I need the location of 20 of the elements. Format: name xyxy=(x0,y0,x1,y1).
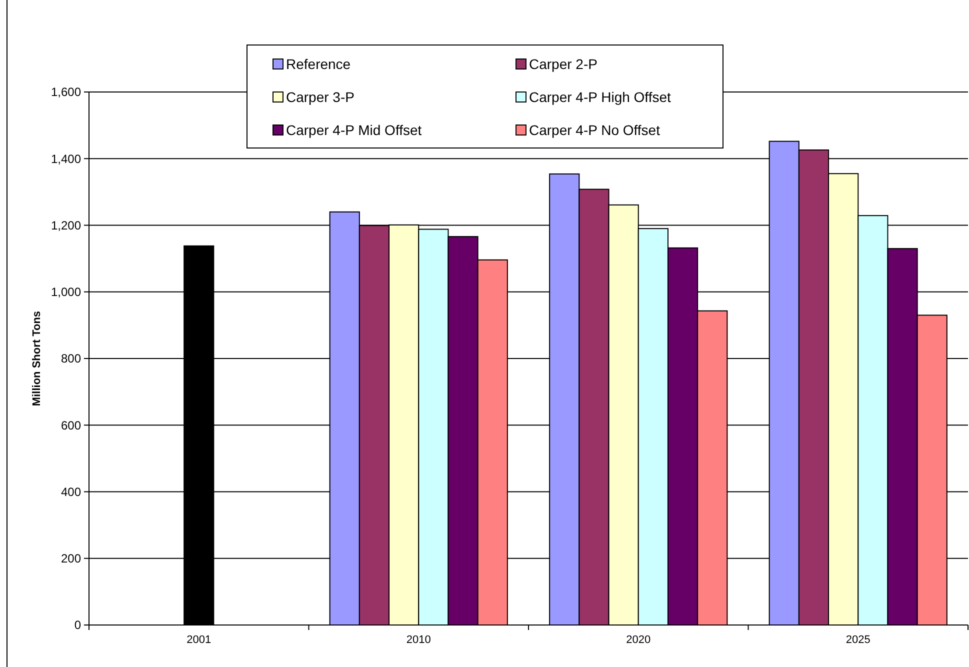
legend-label: Carper 3-P xyxy=(286,88,354,105)
y-tick-label: 600 xyxy=(60,418,82,432)
y-tick-label: 1,000 xyxy=(50,285,82,300)
legend-label: Carper 4-P Mid Offset xyxy=(286,122,422,138)
y-tick-label: 1,400 xyxy=(50,152,82,166)
x-tick-label: 2025 xyxy=(846,634,870,646)
legend-label: Reference xyxy=(286,56,351,72)
y-tick-label: 0 xyxy=(74,618,82,632)
y-tick-label: 200 xyxy=(60,552,82,566)
x-tick-label: 2001 xyxy=(186,634,212,646)
y-tick-label: 400 xyxy=(60,484,82,499)
x-tick-label: 2020 xyxy=(626,634,651,646)
x-tick-label: 2010 xyxy=(406,634,431,646)
y-axis-title: Million Short Tons xyxy=(31,310,43,406)
y-tick-label: 1,200 xyxy=(50,218,82,232)
y-tick-label: 1,600 xyxy=(50,85,82,100)
legend-label: Carper 4-P High Offset xyxy=(529,88,671,105)
legend-label: Carper 4-P No Offset xyxy=(529,122,660,138)
y-tick-label: 800 xyxy=(60,352,82,366)
legend-label: Carper 2-P xyxy=(529,56,598,72)
